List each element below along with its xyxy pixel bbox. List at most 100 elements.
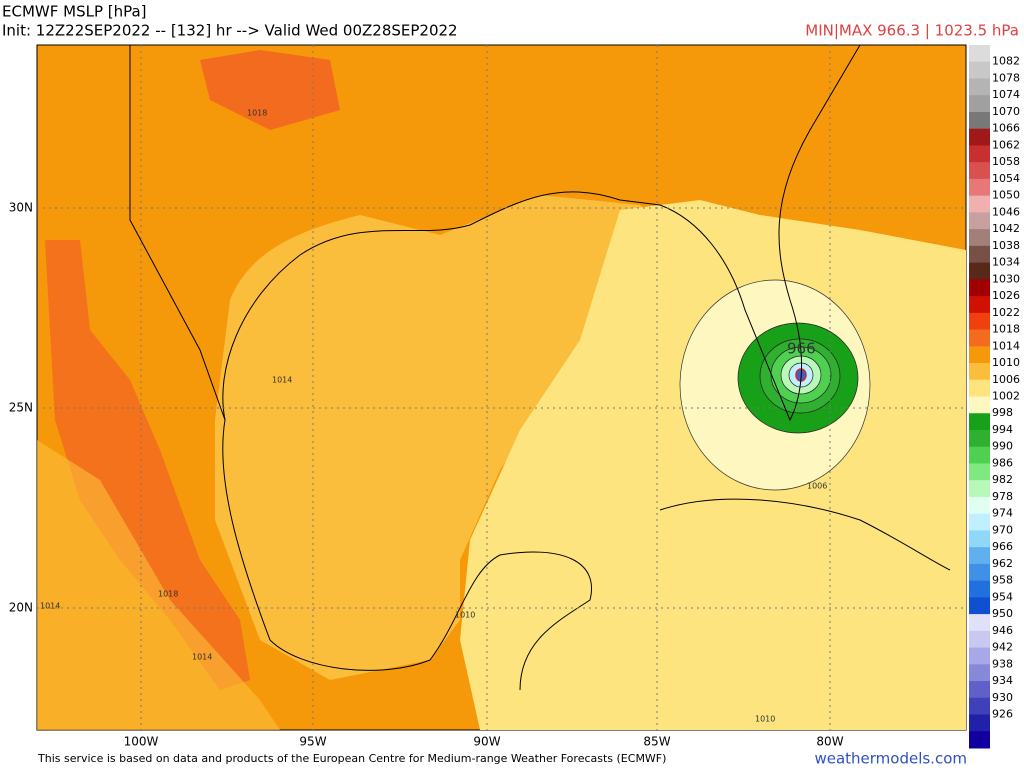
terrain-patch (37, 440, 280, 730)
coastlines (129, 44, 951, 691)
contour-label: 1018 (247, 109, 267, 118)
colorbar-segment (969, 429, 990, 448)
colorbar-label: 990 (992, 440, 1013, 453)
colorbar-label: 1070 (992, 105, 1020, 118)
contour-label: 1014 (192, 653, 212, 662)
colorbar-segment (969, 563, 990, 582)
contour-label: 1010 (455, 611, 475, 620)
map: 1018 1014 966 1006 1010 1010 1018 1014 1… (36, 44, 967, 731)
contour-label: 1006 (807, 482, 827, 491)
contour-label: 1010 (755, 715, 775, 724)
colorbar-segment (969, 413, 990, 431)
colorbar-label: 982 (992, 473, 1013, 486)
colorbar-label: 942 (992, 641, 1013, 654)
colorbar-label: 1026 (992, 289, 1020, 302)
colorbar-label: 958 (992, 574, 1013, 587)
init-line: Init: 12Z22SEP2022 -- [132] hr --> Valid… (2, 22, 458, 40)
colorbar-label: 1030 (992, 272, 1020, 285)
colorbar-label: 1038 (992, 239, 1020, 252)
colorbar-label: 1078 (992, 71, 1020, 84)
colorbar-segment (969, 95, 990, 113)
colorbar-segment (969, 463, 990, 481)
colorbar-label: 946 (992, 624, 1013, 637)
colorbar-segment (969, 45, 990, 63)
lon-label: 85W (643, 735, 670, 749)
colorbar-segment (969, 547, 990, 565)
colorbar-segment (969, 647, 990, 665)
colorbar-segment (969, 229, 990, 247)
lon-label: 80W (816, 735, 843, 749)
colorbar-segment (969, 664, 990, 682)
min-max: MIN|MAX 966.3 | 1023.5 hPa (805, 22, 1019, 40)
colorbar-segment (969, 379, 990, 397)
colorbar-segment (969, 78, 990, 96)
colorbar-label: 970 (992, 523, 1013, 536)
colorbar-label: 1054 (992, 172, 1020, 185)
colorbar-segment (969, 212, 990, 230)
colorbar-segment (969, 145, 990, 163)
colorbar-label: 954 (992, 590, 1013, 603)
colorbar-segment (969, 496, 990, 515)
colorbar-label: 1018 (992, 323, 1020, 336)
lon-label: 95W (299, 735, 326, 749)
colorbar-segment (969, 329, 990, 347)
colorbar-label: 1082 (992, 55, 1020, 68)
contour-label: 1018 (158, 590, 178, 599)
colorbar-label: 966 (992, 540, 1013, 553)
axis-labels: 100W 95W 90W 85W 80W 30N 25N 20N (9, 201, 844, 749)
colorbar-segment (969, 296, 990, 314)
colorbar-label: 978 (992, 490, 1013, 503)
lat-label: 25N (9, 401, 33, 415)
colorbar-segment (969, 111, 990, 130)
colorbar-segment (969, 731, 990, 749)
colorbar-label: 1058 (992, 155, 1020, 168)
colorbar-segment (969, 697, 990, 716)
credit: This service is based on data and produc… (37, 752, 666, 765)
colorbar: 1082 1078 1074 1070 1066 1062 1058 1054 1050 1046… (969, 45, 1020, 749)
high-pressure-patch (200, 50, 340, 130)
colorbar-label: 1002 (992, 390, 1020, 403)
colorbar-label: 1050 (992, 189, 1020, 202)
high-pressure-patch (45, 240, 250, 690)
colorbar-segment (969, 312, 990, 331)
colorbar-label: 986 (992, 456, 1013, 469)
colorbar-segment (969, 530, 990, 548)
lon-label: 100W (124, 735, 159, 749)
colorbar-segment (969, 245, 990, 264)
lat-label: 20N (9, 601, 33, 615)
contour-label: 1014 (40, 602, 60, 611)
colorbar-label: 950 (992, 607, 1013, 620)
colorbar-segment (969, 480, 990, 498)
colorbar-label: 1062 (992, 138, 1020, 151)
colorbar-segment (969, 178, 990, 197)
colorbar-label: 1010 (992, 356, 1020, 369)
colorbar-label: 1066 (992, 122, 1020, 135)
colorbar-segment (969, 580, 990, 598)
colorbar-label: 1014 (992, 339, 1020, 352)
colorbar-label: 1022 (992, 306, 1020, 319)
colorbar-label: 934 (992, 674, 1013, 687)
colorbar-segment (969, 346, 990, 364)
colorbar-label: 926 (992, 708, 1013, 721)
colorbar-label: 1034 (992, 256, 1020, 269)
colorbar-segment (969, 614, 990, 632)
colorbar-label: 1046 (992, 205, 1020, 218)
graticule (37, 45, 966, 730)
colorbar-segment (969, 363, 990, 381)
colorbar-segment (969, 396, 990, 414)
contour-label: 1014 (272, 376, 292, 385)
colorbar-segment (969, 597, 990, 615)
contour-label: 966 (787, 340, 816, 358)
colorbar-segment (969, 162, 990, 180)
site-link[interactable]: weathermodels.com (814, 750, 967, 768)
colorbar-segment (969, 513, 990, 531)
gulf-area (215, 195, 680, 680)
colorbar-label: 930 (992, 691, 1013, 704)
colorbar-segment (969, 630, 990, 649)
lon-label: 90W (473, 735, 500, 749)
colorbar-label: 974 (992, 507, 1013, 520)
colorbar-segment (969, 279, 990, 297)
colorbar-label: 1074 (992, 88, 1020, 101)
colorbar-segment (969, 262, 990, 280)
